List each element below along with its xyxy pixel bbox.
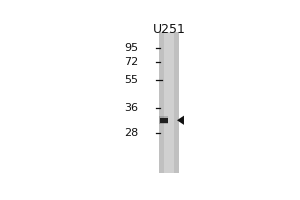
- Text: U251: U251: [152, 23, 185, 36]
- Polygon shape: [177, 116, 184, 125]
- Bar: [159, 32, 179, 173]
- Bar: [164, 32, 174, 173]
- Text: 55: 55: [124, 75, 139, 85]
- Text: 95: 95: [124, 43, 139, 53]
- Text: 36: 36: [124, 103, 139, 113]
- Bar: [159, 116, 168, 124]
- Bar: [160, 118, 168, 123]
- Text: 72: 72: [124, 57, 139, 67]
- Text: 28: 28: [124, 128, 139, 138]
